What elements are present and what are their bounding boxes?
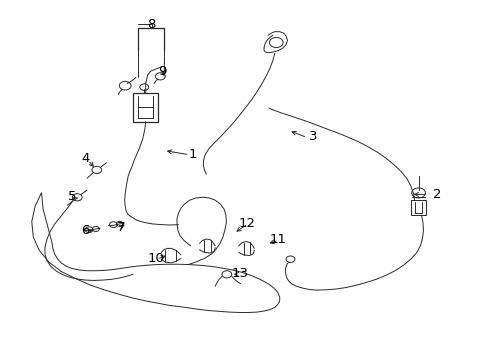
Text: 9: 9	[158, 65, 166, 78]
Text: 2: 2	[432, 188, 441, 201]
Text: 12: 12	[238, 217, 255, 230]
Text: 1: 1	[188, 148, 197, 161]
Text: 7: 7	[117, 221, 125, 234]
Text: 3: 3	[308, 130, 317, 143]
Text: 13: 13	[231, 267, 247, 280]
Text: 5: 5	[68, 190, 77, 203]
Text: 8: 8	[147, 18, 156, 31]
Text: 10: 10	[147, 252, 163, 265]
Text: 6: 6	[81, 224, 90, 237]
Text: 4: 4	[81, 152, 90, 165]
Text: 11: 11	[269, 233, 285, 246]
Bar	[133, 93, 158, 122]
